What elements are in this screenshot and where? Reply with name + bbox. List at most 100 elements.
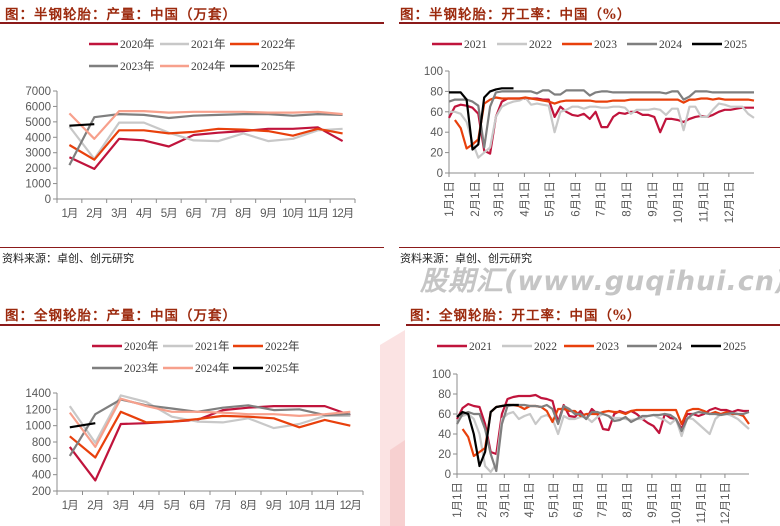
panel-title: 图：半钢轮胎：开工率：中国（%） — [400, 7, 632, 23]
x-tick-label: 5月 — [161, 208, 177, 220]
watermark: 股期汇(www.guqihui.cn) — [420, 266, 780, 297]
x-tick-label: 12月1日 — [720, 482, 732, 524]
y-tick-label: 7000 — [25, 86, 51, 98]
x-tick-label: 5月1日 — [548, 482, 560, 518]
legend-label: 2024年 — [195, 361, 230, 375]
legend-label: 2022 — [534, 341, 557, 353]
x-tick-label: 5月 — [164, 500, 180, 512]
panel-title: 图：半钢轮胎：产量：中国（万套） — [5, 7, 237, 23]
x-tick-label: 1月 — [62, 500, 78, 512]
title-rule — [399, 22, 780, 24]
series-line-2022年 — [68, 127, 343, 161]
y-tick-label: 0 — [437, 168, 443, 180]
x-tick-label: 10月1日 — [673, 181, 685, 223]
y-tick-label: 800 — [32, 437, 51, 449]
x-tick-label: 6月1日 — [573, 482, 585, 518]
x-tick-label: 1月1日 — [452, 482, 464, 518]
legend-label: 2020年 — [124, 339, 159, 353]
x-tick-label: 9月 — [266, 500, 282, 512]
x-tick-label: 7月 — [215, 500, 231, 512]
x-tick-label: 11月 — [308, 208, 328, 220]
source-note: 资料来源：卓创、创元研究 — [400, 252, 532, 265]
series-line-2022 — [449, 96, 755, 159]
series-line-2025年 — [69, 422, 96, 429]
y-tick-label: 0 — [45, 194, 51, 206]
series-line-2025年 — [69, 123, 95, 127]
x-tick-label: 6月 — [186, 208, 202, 220]
x-tick-label: 8月 — [240, 500, 256, 512]
y-tick-label: 40 — [438, 429, 451, 441]
series-line-2024 — [456, 403, 750, 473]
title-rule — [0, 22, 384, 24]
y-tick-label: 40 — [430, 127, 443, 139]
chart-4: 0 20 40 60 80 100 1月1日 2月1日 3月1日 4月1日 5月1日 6月1日 7月1日… — [432, 341, 750, 524]
y-tick-label: 60 — [438, 409, 451, 421]
series-line-2021年 — [68, 121, 343, 160]
legend-label: 2021 — [464, 39, 487, 51]
x-tick-label: 2月1日 — [470, 181, 482, 217]
series-line-2022年 — [69, 410, 351, 459]
y-tick-label: 80 — [430, 86, 443, 98]
legend-label: 2024 — [659, 341, 682, 353]
legend-label: 2021年 — [191, 37, 226, 51]
legend-label: 2023年 — [124, 361, 159, 375]
x-tick-label: 11月1日 — [699, 181, 711, 222]
y-tick-label: 1400 — [25, 388, 51, 400]
x-tick-label: 4月 — [136, 208, 152, 220]
y-tick-label: 4000 — [25, 132, 51, 144]
x-tick-label: 6月1日 — [571, 181, 583, 217]
x-tick-label: 1月 — [61, 208, 77, 220]
x-tick-label: 4月1日 — [524, 482, 536, 518]
source-note: 资料来源：卓创、创元研究 — [2, 252, 134, 265]
y-tick-label: 3000 — [25, 148, 51, 160]
x-tick-label: 3月1日 — [493, 181, 505, 217]
x-tick-label: 2月 — [86, 208, 102, 220]
series-line-2020年 — [68, 405, 351, 482]
series-line-2024年 — [68, 397, 351, 448]
x-tick-label: 11月 — [315, 500, 335, 512]
series-line-2020年 — [68, 126, 344, 170]
x-tick-label: 8月1日 — [622, 181, 634, 217]
panel-title: 图：全钢轮胎：开工率：中国（%） — [410, 308, 642, 324]
legend-label: 2023年 — [120, 59, 155, 73]
x-tick-label: 4月1日 — [519, 181, 531, 217]
chart-3: 200 400 600 800 1000 1200 1400 1月 2月 3月 4月 5月 6月 7月 8月… — [25, 339, 364, 512]
series-line-2024 — [448, 89, 754, 149]
watermark-shape — [390, 440, 405, 526]
x-tick-label: 11月1日 — [696, 482, 708, 523]
x-tick-label: 10月1日 — [671, 482, 683, 524]
legend-label: 2020年 — [120, 37, 155, 51]
legend-label: 2022年 — [265, 339, 300, 353]
x-tick-label: 3月 — [113, 500, 129, 512]
source-rule — [399, 247, 780, 248]
legend-label: 2025 — [724, 39, 747, 51]
series-line-2021 — [456, 393, 749, 456]
y-tick-label: 1200 — [25, 404, 51, 416]
x-tick-label: 10月 — [282, 208, 303, 220]
legend-label: 2021年 — [195, 339, 230, 353]
panel-title: 图：全钢轮胎：产量：中国（万套） — [5, 308, 237, 324]
x-tick-label: 12月 — [340, 500, 361, 512]
x-tick-label: 12月1日 — [724, 181, 736, 223]
x-tick-label: 10月 — [289, 500, 310, 512]
x-tick-label: 2月1日 — [477, 482, 489, 518]
series-line-2023 — [454, 96, 755, 150]
legend-label: 2025年 — [261, 59, 296, 73]
y-tick-label: 400 — [32, 470, 51, 482]
title-rule — [0, 324, 380, 326]
legend-label: 2022年 — [261, 37, 296, 51]
x-tick-label: 1月1日 — [444, 181, 456, 217]
series-line-2024年 — [68, 110, 343, 140]
y-tick-label: 1000 — [25, 179, 51, 191]
x-tick-label: 3月1日 — [499, 482, 511, 518]
y-tick-label: 600 — [32, 453, 51, 465]
legend-label: 2023 — [596, 341, 619, 353]
series-line-2025 — [456, 403, 519, 468]
x-tick-label: 7月1日 — [596, 181, 608, 217]
x-tick-label: 7月 — [210, 208, 226, 220]
x-tick-label: 12月 — [332, 208, 353, 220]
y-tick-label: 80 — [438, 389, 451, 401]
legend-label: 2024 — [659, 39, 682, 51]
x-tick-label: 6月 — [189, 500, 205, 512]
